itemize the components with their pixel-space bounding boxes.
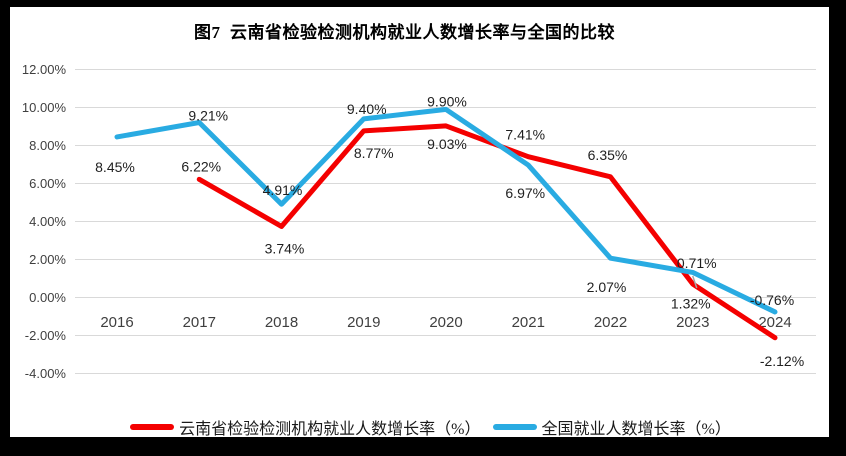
data-label-series1: 8.45% bbox=[95, 159, 135, 175]
legend-swatch-icon bbox=[492, 424, 537, 430]
legend-item-1: 全国就业人数增长率（%） bbox=[492, 415, 731, 439]
data-label-series1: 1.32% bbox=[671, 295, 711, 311]
chart-title: 图7 云南省检验检测机构就业人数增长率与全国的比较 bbox=[194, 23, 615, 42]
y-tick-label: -4.00% bbox=[25, 366, 67, 381]
legend-label: 云南省检验检测机构就业人数增长率（%） bbox=[179, 421, 481, 438]
y-tick-label: -2.00% bbox=[25, 328, 67, 343]
data-label-series0: 8.77% bbox=[354, 145, 394, 161]
x-tick-label: 2021 bbox=[512, 314, 545, 331]
data-label-series0: -2.12% bbox=[760, 353, 804, 369]
label-leader-line bbox=[692, 275, 698, 289]
data-label-series0: 6.22% bbox=[181, 158, 221, 174]
x-tick-label: 2017 bbox=[183, 314, 216, 331]
data-label-series1: 6.97% bbox=[505, 185, 545, 201]
x-tick-label: 2022 bbox=[594, 314, 627, 331]
y-tick-label: 10.00% bbox=[22, 100, 67, 115]
data-label-series0: 9.03% bbox=[427, 136, 467, 152]
data-label-series1: 9.40% bbox=[347, 101, 387, 117]
legend-swatch-icon bbox=[130, 424, 175, 430]
y-tick-label: 4.00% bbox=[29, 214, 66, 229]
data-label-series1: 9.90% bbox=[427, 93, 467, 109]
data-label-series0: 6.35% bbox=[588, 147, 628, 163]
chart-surface: 图7 云南省检验检测机构就业人数增长率与全国的比较 12.00% 10.00% 8.… bbox=[10, 7, 829, 439]
legend-item-0: 云南省检验检测机构就业人数增长率（%） bbox=[130, 415, 481, 439]
data-label-series1: -0.76% bbox=[750, 292, 794, 308]
data-label-series1: 2.07% bbox=[587, 279, 627, 295]
x-tick-label: 2016 bbox=[100, 314, 133, 331]
x-tick-label: 2018 bbox=[265, 314, 298, 331]
legend-label: 全国就业人数增长率（%） bbox=[541, 421, 731, 438]
y-tick-label: 12.00% bbox=[22, 62, 67, 77]
y-tick-label: 0.00% bbox=[29, 290, 66, 305]
series-line-0 bbox=[196, 123, 778, 341]
x-tick-label: 2019 bbox=[347, 314, 380, 331]
legend: 云南省检验检测机构就业人数增长率（%） 全国就业人数增长率（%） bbox=[10, 415, 829, 439]
data-label-series0: 7.41% bbox=[505, 127, 545, 143]
line-chart: 12.00% 10.00% 8.00% 6.00% 4.00% 2.00% 0.00% -2.… bbox=[22, 62, 816, 381]
x-tick-label: 2024 bbox=[758, 314, 791, 331]
y-tick-label: 6.00% bbox=[29, 176, 66, 191]
data-label-series1: 9.21% bbox=[188, 108, 228, 124]
x-tick-label: 2023 bbox=[676, 314, 709, 331]
data-label-series1: 4.91% bbox=[263, 182, 303, 198]
data-label-series0: 0.71% bbox=[677, 255, 717, 271]
y-tick-label: 2.00% bbox=[29, 252, 66, 267]
x-tick-label: 2020 bbox=[429, 314, 462, 331]
data-label-series0: 3.74% bbox=[265, 240, 305, 256]
y-tick-label: 8.00% bbox=[29, 138, 66, 153]
series-line-1 bbox=[114, 106, 778, 315]
